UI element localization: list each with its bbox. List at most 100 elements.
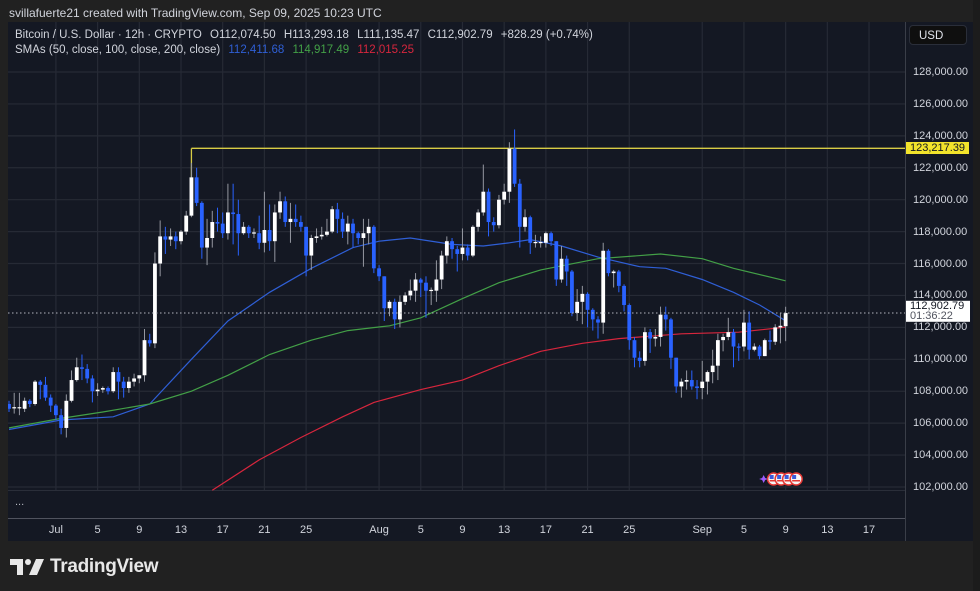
candle-body [392, 301, 397, 320]
tradingview-logo: TradingView [10, 556, 159, 578]
sma100-value: 114,917.49 [292, 44, 350, 56]
candle-body [231, 212, 236, 215]
candle-up [538, 236, 543, 248]
candle-body [252, 232, 256, 234]
candle-up [762, 338, 767, 357]
open-value: O112,074.50 [210, 29, 276, 41]
candle-down [8, 400, 11, 412]
candle-body [601, 250, 606, 323]
time-axis[interactable]: Jul 5 9 13 17 21 25 Aug 5 9 13 17 21 25 Sep 5 9 13 17 [8, 518, 905, 541]
price-tick-label: 114,000.00 [913, 289, 968, 302]
candle-up [643, 327, 647, 366]
candle-down [85, 364, 90, 384]
candle-down [106, 386, 110, 395]
candle-up [137, 375, 142, 384]
candle-body [137, 375, 142, 379]
candle-up [778, 313, 783, 344]
sma200-value: 112,015.25 [357, 44, 415, 56]
candle-down [38, 380, 43, 400]
candle-body [95, 389, 100, 392]
candle-up [184, 210, 189, 235]
candle-up [700, 360, 705, 400]
currency-button[interactable]: USD [909, 25, 967, 45]
candle-down [246, 225, 251, 238]
candle-down [220, 212, 225, 238]
candle-down [298, 215, 303, 232]
price-plot[interactable] [8, 22, 905, 518]
candle-body [106, 388, 110, 392]
candle-up [17, 392, 22, 416]
symbol-title[interactable]: Bitcoin / U.S. Dollar · 12h · CRYPTO [15, 29, 202, 41]
candle-up [325, 218, 329, 237]
candle-up [132, 373, 136, 387]
candle-body [768, 340, 772, 342]
price-tick-label: 110,000.00 [913, 353, 968, 366]
candle-down [455, 245, 460, 272]
price-axis[interactable]: 128,000.00 126,000.00 124,000.00 122,000.00… [905, 22, 973, 541]
candle-down [194, 167, 199, 207]
pane-more-button[interactable]: ... [15, 496, 25, 508]
candle-body [142, 340, 147, 376]
candle-body [168, 236, 173, 240]
candle-body [345, 223, 350, 232]
candle-body [507, 148, 512, 192]
time-tick-label: 9 [459, 524, 466, 536]
candle-up [179, 230, 183, 245]
candle-body [596, 319, 600, 323]
chart-attribution: svillafuerte21 created with TradingView.… [9, 6, 382, 20]
economic-events[interactable] [759, 472, 803, 486]
candle-body [283, 201, 288, 223]
candle-body [257, 233, 262, 243]
candle-body [413, 279, 418, 291]
candle-body [121, 381, 126, 389]
candle-up [278, 191, 282, 219]
candle-up [387, 300, 392, 317]
candle-body [356, 233, 361, 238]
candle-body [361, 233, 366, 238]
candle-down [173, 231, 178, 250]
price-tick-label: 120,000.00 [913, 193, 969, 206]
candle-body [54, 405, 58, 416]
candle-down [486, 188, 491, 237]
candle-body [59, 415, 64, 428]
candle-down [116, 367, 121, 400]
candle-down [627, 303, 632, 350]
candle-body [12, 407, 17, 409]
candle-up [210, 210, 215, 248]
candle-down [59, 408, 64, 435]
price-tick-label: 126,000.00 [913, 97, 969, 110]
candle-up [288, 202, 293, 243]
candle-body [220, 223, 225, 234]
candle-body [8, 403, 11, 409]
sma-label[interactable]: SMAs (50, close, 100, close, 200, close) [15, 44, 221, 56]
candle-body [298, 222, 303, 227]
candle-up [611, 269, 616, 288]
candle-down [736, 343, 741, 361]
candle-down [90, 375, 95, 403]
candle-body [736, 346, 741, 348]
sma-line-sma100 [8, 253, 786, 429]
candle-down [585, 292, 590, 328]
flag-canton [784, 475, 789, 479]
candle-body [288, 218, 293, 223]
candle-body [679, 381, 684, 387]
candle-body [752, 346, 757, 350]
candle-up [653, 328, 658, 347]
time-tick-label: 17 [862, 524, 876, 536]
candle-body [210, 222, 215, 238]
candle-up [543, 231, 548, 248]
candle-body [643, 332, 647, 361]
right-edge-strip [973, 0, 980, 591]
candle-body [611, 271, 616, 274]
candle-body [403, 295, 408, 302]
candle-body [783, 312, 788, 327]
candle-body [241, 226, 246, 234]
high-value: H113,293.18 [283, 29, 349, 41]
candle-down [283, 196, 288, 227]
candle-down [340, 212, 345, 238]
candle-down [377, 265, 381, 282]
candle-up [361, 218, 366, 267]
price-tick-label: 118,000.00 [913, 225, 968, 238]
candle-body [278, 201, 282, 213]
candle-down [215, 207, 220, 232]
